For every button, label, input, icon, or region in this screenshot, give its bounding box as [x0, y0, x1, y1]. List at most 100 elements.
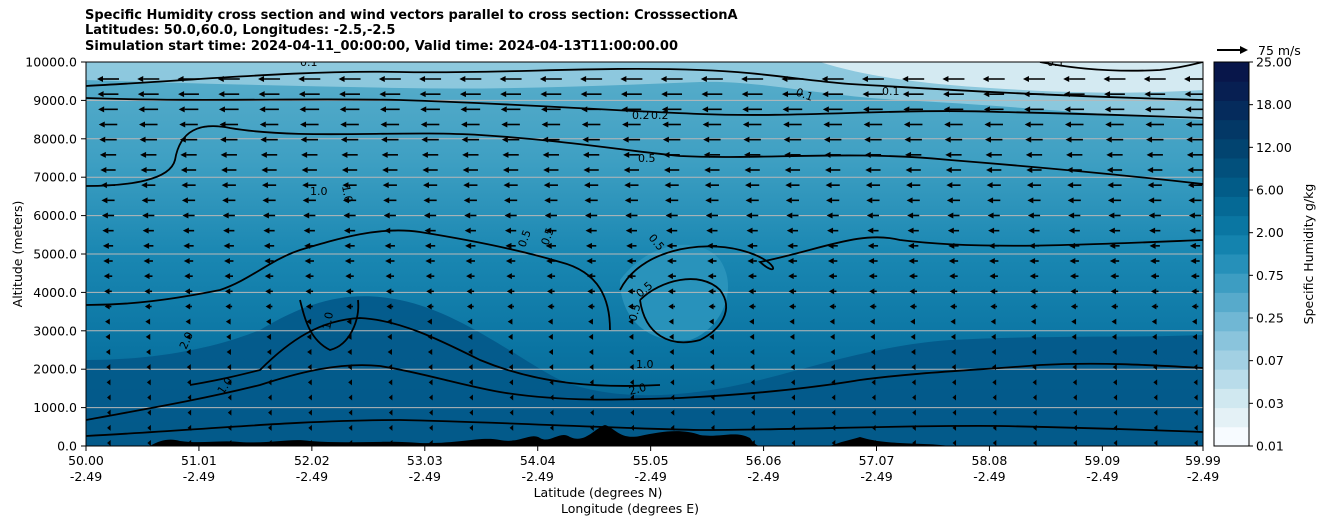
wind-vector	[505, 258, 516, 264]
wind-vector	[784, 151, 801, 158]
wind-vector	[102, 227, 114, 234]
wind-vector	[1032, 379, 1037, 386]
wind-vector	[99, 151, 117, 158]
wind-vector	[382, 182, 397, 189]
wind-vector	[791, 379, 795, 386]
wind-vector	[105, 318, 110, 325]
wind-vector	[950, 333, 956, 340]
wind-vector	[952, 409, 957, 416]
wind-vector	[709, 333, 714, 340]
colorbar-tick-label: 6.00	[1256, 183, 1284, 198]
wind-vector	[1153, 379, 1158, 386]
wind-vector	[1025, 151, 1043, 158]
wind-vector	[144, 288, 153, 295]
wind-vector	[305, 273, 314, 280]
wind-vector	[626, 258, 637, 264]
wind-vector	[666, 258, 677, 264]
vector-key-label: 75 m/s	[1258, 43, 1301, 58]
wind-vector	[306, 333, 312, 340]
wind-vector	[548, 349, 553, 355]
terrain-silhouette	[150, 425, 950, 446]
wind-vector	[987, 212, 1000, 219]
wind-vector	[261, 182, 277, 189]
wind-vector	[1151, 303, 1159, 310]
wind-vector	[142, 212, 155, 219]
wind-vector	[952, 394, 957, 401]
wind-vector	[266, 333, 272, 340]
wind-vector	[97, 91, 119, 98]
wind-vector	[178, 91, 199, 98]
wind-vector	[1067, 182, 1082, 189]
wind-vector	[466, 303, 474, 310]
wind-vector	[829, 303, 837, 310]
wind-vector	[143, 258, 153, 264]
wind-vector	[581, 106, 601, 113]
wind-vector	[710, 394, 715, 401]
wind-vector	[828, 273, 837, 280]
wind-vector	[1111, 303, 1118, 310]
wind-vector	[700, 76, 723, 82]
wind-vector	[630, 409, 634, 416]
wind-vector	[1193, 394, 1198, 401]
wind-vector	[746, 212, 759, 219]
wind-vector	[668, 303, 675, 310]
wind-vector	[1105, 121, 1124, 128]
wind-vector	[1148, 197, 1162, 204]
wind-vector	[180, 167, 197, 173]
wind-vector	[469, 440, 473, 446]
wind-vector	[508, 333, 513, 340]
wind-vector	[420, 121, 440, 128]
wind-vector	[746, 227, 758, 234]
wind-vector	[341, 151, 358, 158]
wind-vector	[1188, 212, 1202, 219]
wind-vector	[1186, 136, 1203, 143]
wind-vector	[1191, 288, 1199, 295]
wind-vector	[909, 303, 917, 310]
wind-vector	[668, 318, 674, 325]
wind-vector	[427, 349, 433, 355]
wind-vector	[1109, 258, 1120, 264]
wind-vector	[424, 242, 436, 249]
wind-vector	[590, 424, 594, 431]
wind-vector	[707, 258, 717, 264]
wind-vector	[1112, 349, 1117, 355]
wind-vector	[227, 424, 232, 431]
wind-vector	[1152, 349, 1157, 355]
wind-vector	[504, 212, 517, 219]
wind-vector	[224, 273, 234, 280]
wind-vector	[869, 303, 877, 310]
wind-vector	[1031, 318, 1036, 325]
wind-vector	[1023, 91, 1045, 98]
x-tick-label-lat: 51.01	[181, 453, 217, 468]
wind-vector	[1068, 212, 1081, 219]
wind-vector	[104, 303, 112, 310]
wind-vector	[622, 121, 641, 128]
wind-vector	[1106, 167, 1123, 173]
wind-vector	[1024, 121, 1044, 128]
wind-vectors	[97, 76, 1203, 446]
wind-vector	[549, 394, 554, 401]
wind-vector	[303, 227, 315, 234]
wind-vector	[785, 182, 800, 189]
wind-vector	[1068, 227, 1080, 234]
wind-vector	[950, 318, 956, 325]
wind-vector	[747, 258, 757, 264]
wind-vector	[902, 76, 925, 82]
wind-vector	[147, 440, 151, 446]
wind-vector	[1065, 136, 1083, 143]
wind-vector	[623, 151, 640, 158]
wind-vector	[1153, 440, 1158, 446]
wind-vector	[989, 258, 999, 264]
wind-vector	[301, 167, 317, 173]
wind-vector	[1112, 364, 1117, 371]
wind-vector	[781, 76, 804, 82]
wind-vector	[630, 394, 634, 401]
colorbar: 0.01 0.03 0.07 0.25 0.75 2.00 6.00 12.00 18.00 25…	[1213, 55, 1292, 454]
wind-vector	[265, 303, 273, 310]
wind-vector	[425, 258, 435, 264]
y-tick-label: 0.0	[57, 439, 77, 454]
wind-vector	[419, 91, 441, 98]
wind-vector	[107, 440, 111, 446]
wind-vector	[468, 379, 473, 386]
wind-vector	[225, 303, 233, 310]
